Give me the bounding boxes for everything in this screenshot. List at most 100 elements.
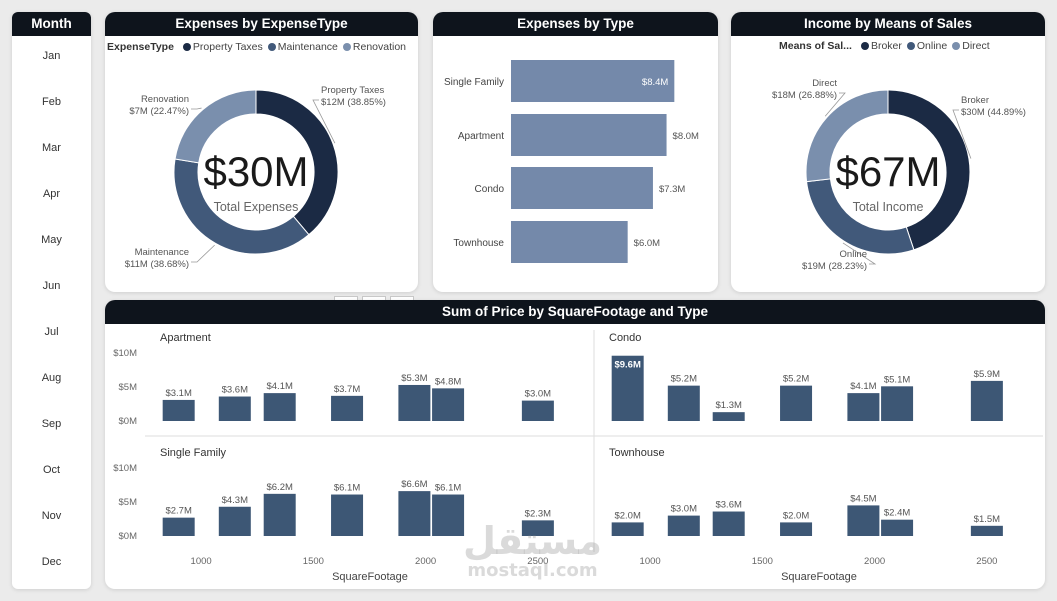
bar-condo[interactable] <box>511 167 653 209</box>
bar-apartment-2100[interactable] <box>432 388 465 421</box>
month-item-may[interactable]: May <box>41 234 62 246</box>
bar-single-family-1150[interactable] <box>218 506 251 536</box>
bar-single-family-1950[interactable] <box>398 491 431 536</box>
bar-label-townhouse-1150: $3.0M <box>671 504 697 515</box>
month-item-mar[interactable]: Mar <box>42 142 61 154</box>
bar-townhouse-1350[interactable] <box>712 511 745 536</box>
bar-single-family[interactable] <box>511 60 675 102</box>
bar-apartment-1150[interactable] <box>218 396 251 421</box>
means-legend-dot-2 <box>952 42 961 50</box>
month-item-feb[interactable]: Feb <box>42 96 61 108</box>
expensetype-legend-dot-0 <box>182 43 191 51</box>
bar-label-condo-2500: $5.9M <box>974 369 1000 380</box>
bar-label-single-family-1150: $4.3M <box>222 495 248 506</box>
month-item-nov[interactable]: Nov <box>41 510 62 522</box>
bar-townhouse[interactable] <box>511 221 628 263</box>
means-label-name-online: Online <box>840 249 867 260</box>
means-legend-item-direct[interactable]: Direct <box>962 40 990 52</box>
bar-condo-2100[interactable] <box>881 386 914 421</box>
bar-townhouse-900[interactable] <box>611 522 644 536</box>
means-legend: Means of Sal... Broker Online Direct <box>779 40 990 52</box>
bar-label-townhouse-1950: $4.5M <box>850 493 876 504</box>
means-leader-broker <box>952 109 972 159</box>
expenses-by-expensetype-card[interactable]: Expenses by ExpenseType ExpenseType Prop… <box>105 12 418 292</box>
means-label-name-direct: Direct <box>812 78 837 89</box>
bar-condo-900[interactable] <box>611 355 644 421</box>
bar-value-apartment: $8.0M <box>673 131 699 142</box>
bar-single-family-900[interactable] <box>162 517 195 536</box>
bar-apartment-900[interactable] <box>162 399 195 421</box>
bar-apartment-1650[interactable] <box>331 395 364 421</box>
means-slice-direct[interactable] <box>805 89 889 183</box>
month-item-oct[interactable]: Oct <box>42 464 61 476</box>
sum-of-price-title: Sum of Price by SquareFootage and Type <box>105 300 1045 324</box>
bar-label-single-family-900: $2.7M <box>165 506 191 517</box>
expensetype-legend-item-property-taxes[interactable]: Property Taxes <box>192 41 263 53</box>
panel-title-apartment: Apartment <box>160 332 211 344</box>
x-tick-label: 1000 <box>640 556 661 567</box>
month-slicer-title: Month <box>12 12 91 36</box>
bar-apartment-2500[interactable] <box>521 400 554 421</box>
month-item-sep[interactable]: Sep <box>41 418 62 430</box>
sum-of-price-small-multiples[interactable]: $0M $5M $10M $0M $5M $10M Apartment $3.1M $3.6M $… <box>105 300 1045 589</box>
bar-townhouse-2100[interactable] <box>881 519 914 536</box>
bar-label-single-family-1650: $6.1M <box>334 483 360 494</box>
bar-apartment-1950[interactable] <box>398 384 431 421</box>
expenses-by-type-card[interactable]: Expenses by Type Single Family $8.4M Apart… <box>433 12 718 292</box>
means-legend-item-online[interactable]: Online <box>916 40 948 52</box>
income-by-means-card[interactable]: Income by Means of Sales Means of Sal...… <box>731 12 1045 292</box>
x-tick-label: 1500 <box>752 556 773 567</box>
bar-condo-2500[interactable] <box>970 380 1003 421</box>
bar-label-single-family-2100: $6.1M <box>435 483 461 494</box>
total-income-label: Total Income <box>853 200 924 214</box>
bar-single-family-1350[interactable] <box>263 493 296 536</box>
sum-of-price-card[interactable]: Sum of Price by SquareFootage and Type $… <box>105 300 1045 589</box>
bar-single-family-2500[interactable] <box>521 520 554 536</box>
month-item-jul[interactable]: Jul <box>44 326 59 338</box>
bar-value-townhouse: $6.0M <box>634 238 660 249</box>
bar-label-apartment-2500: $3.0M <box>525 389 551 400</box>
bar-single-family-1650[interactable] <box>331 494 364 536</box>
bar-condo-1950[interactable] <box>847 393 880 421</box>
bar-label-condo-1650: $5.2M <box>783 374 809 385</box>
income-donut-chart[interactable]: Broker$30M (44.89%)Online$19M (28.23%)Di… <box>731 12 1045 292</box>
bar-category-apartment: Apartment <box>458 131 504 142</box>
x-tick-label: 1000 <box>191 556 212 567</box>
bar-label-townhouse-2500: $1.5M <box>974 514 1000 525</box>
y-tick-label: $0M <box>119 531 138 542</box>
total-expenses-label: Total Expenses <box>214 200 299 214</box>
income-by-means-title: Income by Means of Sales <box>731 12 1045 36</box>
bar-townhouse-2500[interactable] <box>970 525 1003 536</box>
bar-apartment-1350[interactable] <box>263 393 296 421</box>
expensetype-label-value-property-taxes: $12M (38.85%) <box>321 97 386 108</box>
bar-label-townhouse-1650: $2.0M <box>783 510 809 521</box>
expensetype-legend-item-maintenance[interactable]: Maintenance <box>277 41 338 53</box>
bar-condo-1650[interactable] <box>780 385 813 421</box>
month-item-apr[interactable]: Apr <box>42 188 61 200</box>
means-slice-broker[interactable] <box>887 89 971 251</box>
x-axis-title: SquareFootage <box>332 571 408 583</box>
bar-townhouse-1150[interactable] <box>667 515 700 536</box>
month-item-jun[interactable]: Jun <box>42 280 61 292</box>
bar-townhouse-1950[interactable] <box>847 505 880 536</box>
bar-condo-1350[interactable] <box>712 412 745 421</box>
bar-label-apartment-1150: $3.6M <box>222 385 248 396</box>
expensetype-slice-renovation[interactable] <box>174 89 257 164</box>
month-item-aug[interactable]: Aug <box>41 372 62 384</box>
bar-single-family-2100[interactable] <box>432 494 465 536</box>
x-tick-label: 2500 <box>976 556 997 567</box>
means-legend-dot-1 <box>906 42 915 50</box>
expenses-by-type-bar-chart[interactable]: Single Family $8.4M Apartment $8.0M Condo $7.… <box>433 12 718 292</box>
means-label-value-online: $19M (28.23%) <box>802 261 867 272</box>
means-legend-item-broker[interactable]: Broker <box>870 40 902 52</box>
month-item-dec[interactable]: Dec <box>41 556 62 568</box>
bar-label-townhouse-1350: $3.6M <box>715 500 741 511</box>
bar-apartment[interactable] <box>511 114 667 156</box>
month-item-jan[interactable]: Jan <box>42 50 61 62</box>
bar-townhouse-1650[interactable] <box>780 522 813 536</box>
expensetype-legend-item-renovation[interactable]: Renovation <box>352 41 407 53</box>
bar-condo-1150[interactable] <box>667 385 700 421</box>
expenses-donut-chart[interactable]: Property Taxes$12M (38.85%)Maintenance$1… <box>105 12 418 292</box>
panel-title-condo: Condo <box>609 332 641 344</box>
total-expenses-value: $30M <box>203 148 308 195</box>
